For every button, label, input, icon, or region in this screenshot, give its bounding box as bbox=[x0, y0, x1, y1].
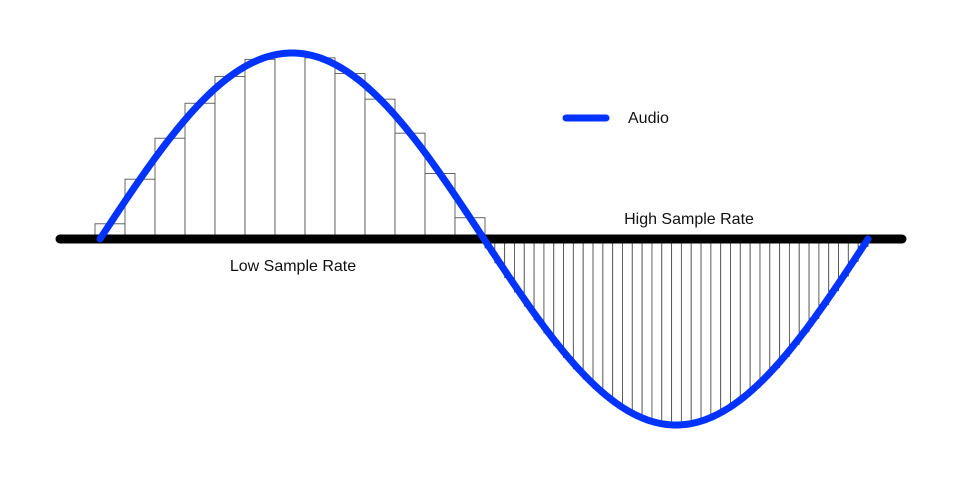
high-rate-sample-bar bbox=[543, 238, 555, 334]
high-rate-sample-bar bbox=[759, 238, 771, 379]
high-rate-sample-bar bbox=[582, 238, 594, 380]
high-rate-sample-bar bbox=[739, 238, 751, 397]
high-rate-sample-bar bbox=[700, 238, 712, 420]
high-sample-rate-label: High Sample Rate bbox=[624, 211, 754, 228]
high-rate-sample-bar bbox=[602, 238, 614, 398]
high-rate-sample-bar bbox=[631, 238, 643, 417]
high-rate-sample-bar bbox=[808, 238, 820, 319]
low-rate-samples bbox=[94, 52, 486, 240]
high-rate-sample-bar bbox=[671, 238, 682, 426]
high-rate-sample-bar bbox=[769, 238, 781, 369]
high-rate-sample-bar bbox=[730, 238, 741, 404]
high-rate-sample-bar bbox=[612, 238, 623, 405]
high-rate-sample-bar bbox=[641, 238, 653, 421]
high-rate-sample-bar bbox=[661, 238, 673, 425]
legend: Audio bbox=[562, 110, 669, 127]
low-rate-sample-bar bbox=[244, 58, 276, 240]
high-rate-sample-bar bbox=[651, 238, 663, 424]
high-rate-sample-bar bbox=[533, 238, 545, 321]
high-rate-sample-bar bbox=[749, 238, 761, 388]
low-rate-sample-bar bbox=[334, 73, 366, 240]
high-rate-sample-bar bbox=[553, 238, 565, 347]
high-rate-sample-bar bbox=[622, 238, 633, 411]
low-rate-sample-bar bbox=[304, 57, 336, 240]
high-rate-sample-bar bbox=[572, 238, 584, 370]
high-rate-sample-bar bbox=[788, 238, 800, 345]
low-rate-sample-bar bbox=[214, 75, 246, 240]
high-rate-sample-bar bbox=[592, 238, 604, 389]
low-rate-sample-bar bbox=[274, 52, 306, 240]
high-rate-sample-bar bbox=[690, 238, 702, 423]
legend-label-audio: Audio bbox=[628, 110, 669, 127]
low-rate-sample-bar bbox=[364, 98, 396, 240]
high-rate-sample-bar bbox=[563, 238, 574, 359]
high-rate-samples bbox=[484, 238, 869, 426]
audio-wave bbox=[96, 49, 872, 429]
high-rate-sample-bar bbox=[720, 238, 731, 411]
low-rate-sample-bar bbox=[124, 178, 156, 240]
high-rate-sample-bar bbox=[798, 238, 810, 333]
high-rate-sample-bar bbox=[680, 238, 692, 425]
high-rate-sample-bar bbox=[710, 238, 722, 416]
high-rate-sample-bar bbox=[779, 238, 790, 357]
low-sample-rate-label: Low Sample Rate bbox=[230, 258, 356, 275]
low-rate-sample-bar bbox=[184, 102, 216, 240]
